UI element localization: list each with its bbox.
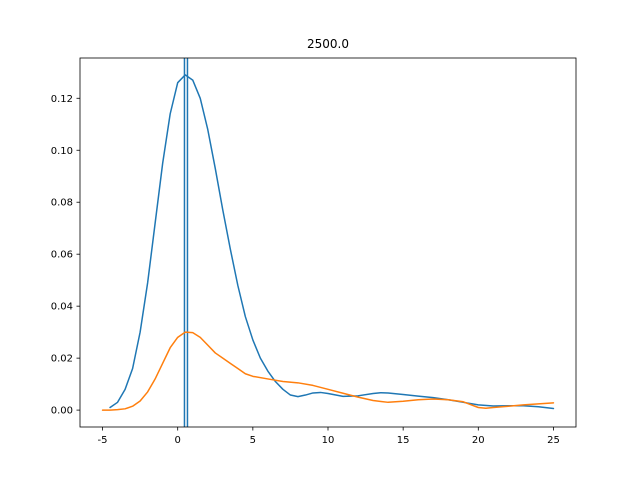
plot-area	[101, 58, 555, 427]
y-tick-label: 0.02	[51, 354, 73, 365]
y-tick-label: 0.06	[51, 250, 73, 261]
x-tick-label: 0	[175, 435, 181, 446]
x-tick-label: 15	[397, 435, 410, 446]
axes: -5 0 5 10 15 20 25 0.00 0.02 0.04 0.06 0.08 0.10 0.12	[51, 94, 560, 446]
y-tick-label: 0.08	[51, 198, 73, 209]
x-tick-label: 10	[322, 435, 335, 446]
x-tick-label: 25	[547, 435, 560, 446]
y-tick-label: 0.00	[51, 406, 73, 417]
x-tick-label: -5	[98, 435, 108, 446]
x-tick-label: 20	[472, 435, 485, 446]
y-tick-label: 0.10	[51, 146, 73, 157]
x-tick-label: 5	[250, 435, 256, 446]
y-tick-label: 0.12	[51, 94, 73, 105]
chart-title: 2500.0	[307, 37, 349, 51]
series-line-1	[101, 331, 555, 411]
y-tick-label: 0.04	[51, 302, 73, 313]
